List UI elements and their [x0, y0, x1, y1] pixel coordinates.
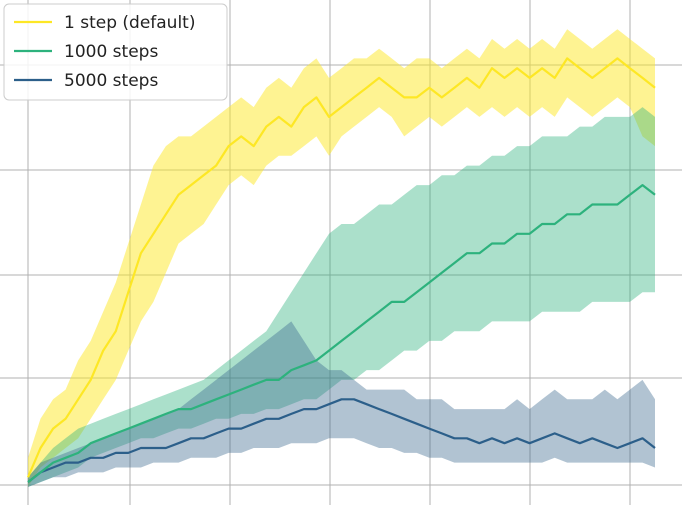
legend-box — [3, 3, 228, 101]
line-1-step-default — [26, 57, 656, 478]
legend: 1 step (default) 1000 steps 5000 steps — [3, 3, 228, 101]
legend-label-1-step: 1 step (default) — [64, 13, 195, 33]
series-lines — [26, 57, 656, 483]
confidence-bands — [28, 29, 655, 487]
legend-entry-5000-steps: 5000 steps — [14, 71, 158, 91]
band-1-step-default — [28, 29, 655, 487]
legend-entry-1-step: 1 step (default) — [14, 13, 195, 33]
band-1000-steps — [28, 107, 655, 487]
legend-entry-1000-steps: 1000 steps — [14, 42, 158, 62]
line-5000-steps — [27, 398, 656, 483]
legend-label-1000-steps: 1000 steps — [64, 42, 158, 62]
line-1000-steps — [27, 184, 656, 483]
band-5000-steps — [28, 321, 655, 487]
legend-label-5000-steps: 5000 steps — [64, 71, 158, 91]
